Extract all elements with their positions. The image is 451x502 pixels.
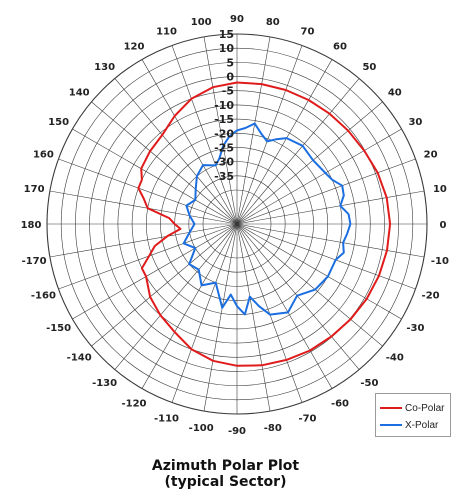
grid-spoke <box>72 128 238 225</box>
grid-spoke <box>171 223 238 403</box>
angle-tick-label: -130 <box>92 378 117 389</box>
angle-tick-label: -120 <box>121 398 146 409</box>
grid-spoke <box>236 190 425 225</box>
angle-tick-label: 60 <box>333 42 347 53</box>
legend-item-x-polar: X-Polar <box>380 418 438 432</box>
angle-tick-label: 0 <box>440 220 447 231</box>
grid-spoke <box>236 59 333 225</box>
radial-tick-label: -15 <box>214 113 234 126</box>
grid-spoke <box>141 223 238 389</box>
grid-spoke <box>58 158 238 225</box>
angle-tick-label: -30 <box>406 323 424 334</box>
angle-tick-label: 180 <box>21 220 42 231</box>
grid-spoke <box>236 223 425 258</box>
angle-tick-label: 150 <box>48 117 69 128</box>
grid-spoke <box>236 223 416 290</box>
angle-tick-label: 10 <box>433 184 447 195</box>
grid-spoke <box>203 223 238 412</box>
angle-tick-label: -170 <box>22 256 47 267</box>
polar-grid <box>46 33 428 415</box>
angle-tick-label: -90 <box>228 426 246 437</box>
grid-spoke <box>236 36 271 225</box>
grid-spoke <box>236 223 333 389</box>
angle-tick-label: 80 <box>266 17 280 28</box>
angle-tick-label: 70 <box>301 26 315 37</box>
grid-spoke <box>114 78 238 225</box>
grid-spoke <box>72 223 238 320</box>
co-polar-swatch <box>380 407 402 409</box>
angle-tick-label: 90 <box>230 14 244 25</box>
grid-spoke <box>236 128 402 225</box>
legend-label-x-polar: X-Polar <box>405 419 439 431</box>
series-co-polar <box>137 81 392 367</box>
grid-spoke <box>236 158 416 225</box>
polar-plot: 0102030405060708090100110120130140150160… <box>21 14 449 437</box>
angle-tick-label: -40 <box>386 352 404 363</box>
angle-tick-label: -70 <box>298 414 316 425</box>
angle-tick-label: 30 <box>408 117 422 128</box>
grid-spoke <box>203 36 238 225</box>
grid-spoke <box>141 59 238 225</box>
radial-tick-label: 15 <box>219 28 234 41</box>
angle-tick-label: -20 <box>422 291 440 302</box>
legend: Co-Polar X-Polar <box>375 393 451 437</box>
angle-tick-label: 40 <box>388 88 402 99</box>
grid-spoke <box>236 78 360 225</box>
grid-spoke <box>236 223 360 370</box>
angle-labels: 0102030405060708090100110120130140150160… <box>21 14 449 437</box>
angle-tick-label: 160 <box>33 150 54 161</box>
grid-spoke <box>49 223 238 258</box>
grid-spoke <box>114 223 238 370</box>
angle-tick-label: -80 <box>264 423 282 434</box>
grid-spoke <box>236 45 303 225</box>
angle-tick-label: 140 <box>69 88 90 99</box>
chart-title-line1: Azimuth Polar Plot <box>151 458 300 474</box>
angle-tick-label: -100 <box>189 423 214 434</box>
radial-tick-label: -25 <box>214 142 234 155</box>
series-x-polar <box>182 122 352 316</box>
chart-title-line2: (typical Sector) <box>164 474 287 490</box>
angle-tick-label: -10 <box>431 256 449 267</box>
polar-series <box>137 81 392 367</box>
legend-item-co-polar: Co-Polar <box>380 401 444 415</box>
angle-tick-label: -50 <box>360 378 378 389</box>
angle-tick-label: -150 <box>46 323 71 334</box>
angle-tick-label: -160 <box>31 291 56 302</box>
angle-tick-label: -60 <box>331 398 349 409</box>
radial-tick-label: -30 <box>214 156 234 169</box>
legend-label-co-polar: Co-Polar <box>405 402 445 414</box>
radial-tick-label: 5 <box>226 56 234 69</box>
angle-tick-label: 100 <box>191 17 212 28</box>
grid-spoke <box>91 223 238 347</box>
grid-spoke <box>236 101 383 225</box>
grid-spoke <box>49 190 238 225</box>
radial-tick-label: -5 <box>222 85 234 98</box>
grid-spoke <box>236 223 271 412</box>
radial-tick-label: -20 <box>214 127 234 140</box>
grid-spoke <box>236 223 402 320</box>
angle-tick-label: 110 <box>156 26 177 37</box>
angle-tick-label: -140 <box>67 352 92 363</box>
x-polar-swatch <box>380 424 402 426</box>
radial-tick-label: 0 <box>226 71 234 84</box>
grid-spoke <box>171 45 238 225</box>
grid-spoke <box>236 223 383 347</box>
angle-tick-label: -110 <box>154 414 179 425</box>
grid-spoke <box>91 101 238 225</box>
angle-tick-label: 130 <box>94 62 115 73</box>
radial-tick-label: -35 <box>214 170 234 183</box>
angle-tick-label: 20 <box>424 150 438 161</box>
radial-tick-label: 10 <box>219 42 235 55</box>
angle-tick-label: 50 <box>362 62 376 73</box>
angle-tick-label: 120 <box>124 42 145 53</box>
angle-tick-label: 170 <box>24 184 45 195</box>
radial-tick-label: -10 <box>214 99 234 112</box>
